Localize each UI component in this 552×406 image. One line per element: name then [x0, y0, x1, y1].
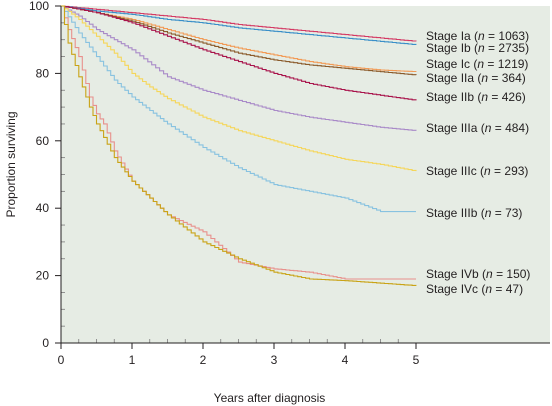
series-line-4: [61, 5, 417, 101]
legend-entry-9: Stage IVc (n = 47): [426, 282, 523, 296]
legend-entry-8: Stage IVb (n = 150): [426, 267, 530, 281]
plot-area: [61, 6, 550, 343]
survival-curves: [61, 5, 417, 286]
x-tick-label: 4: [342, 353, 349, 367]
y-axis-label: Proportion surviving: [4, 111, 18, 217]
y-tick-label: 40: [36, 201, 50, 215]
series-line-9: [61, 5, 417, 286]
series-line-7: [61, 5, 416, 213]
series-line-6: [61, 5, 417, 172]
x-tick-label: 5: [413, 353, 420, 367]
legend-entry-2: Stage Ic (n = 1219): [426, 57, 528, 71]
y-tick-label: 60: [36, 134, 50, 148]
x-tick-label: 2: [200, 353, 207, 367]
y-tick-label: 80: [36, 66, 50, 80]
legend-entry-5: Stage IIIa (n = 484): [426, 121, 529, 135]
minor-ticks: [61, 22, 399, 343]
legend-entry-6: Stage IIIc (n = 293): [426, 164, 528, 178]
y-tick-label: 20: [36, 269, 50, 283]
series-line-1: [61, 5, 417, 45]
legend: Stage Ia (n = 1063)Stage Ib (n = 2735) St…: [426, 29, 530, 296]
y-tick-label: 0: [42, 336, 49, 350]
series-line-8: [61, 5, 416, 280]
x-tick-label: 3: [271, 353, 278, 367]
x-tick-label: 0: [58, 353, 65, 367]
legend-entry-1: Stage Ib (n = 2735): [426, 41, 529, 55]
legend-entry-4: Stage IIb (n = 426): [426, 90, 526, 104]
series-line-5: [61, 5, 417, 131]
legend-entry-7: Stage IIIb (n = 73): [426, 206, 522, 220]
legend-entry-3: Stage IIa (n = 364): [426, 71, 526, 85]
x-tick-label: 1: [129, 353, 136, 367]
x-axis-label: Years after diagnosis: [214, 391, 326, 405]
series-line-0: [61, 5, 417, 42]
axes: 0 20 40 60 80 100 0 1 2 3 4 5: [29, 0, 550, 367]
legend-entry-0: Stage Ia (n = 1063): [426, 29, 529, 43]
y-tick-label: 100: [29, 0, 49, 13]
